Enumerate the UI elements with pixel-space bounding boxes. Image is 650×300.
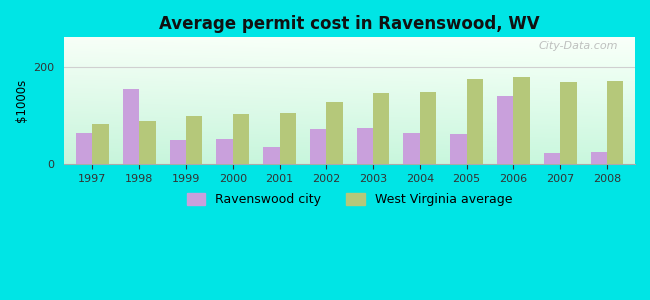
Bar <box>92 124 109 164</box>
Bar <box>216 139 233 164</box>
Bar <box>420 92 436 164</box>
Title: Average permit cost in Ravenswood, WV: Average permit cost in Ravenswood, WV <box>159 15 540 33</box>
Bar <box>123 88 139 164</box>
Bar <box>76 133 92 164</box>
Bar <box>373 94 389 164</box>
Bar <box>497 96 514 164</box>
Bar <box>186 116 202 164</box>
Bar <box>404 133 420 164</box>
Bar <box>233 114 249 164</box>
Bar <box>607 81 623 164</box>
Bar <box>263 147 280 164</box>
Bar <box>326 102 343 164</box>
Bar <box>170 140 186 164</box>
Bar <box>450 134 467 164</box>
Bar <box>280 113 296 164</box>
Bar <box>514 77 530 164</box>
Y-axis label: $1000s: $1000s <box>15 79 28 122</box>
Text: City-Data.com: City-Data.com <box>538 41 618 51</box>
Bar <box>467 79 483 164</box>
Bar <box>357 128 373 164</box>
Bar <box>139 121 155 164</box>
Bar <box>310 129 326 164</box>
Bar <box>544 154 560 164</box>
Bar <box>591 152 607 164</box>
Legend: Ravenswood city, West Virginia average: Ravenswood city, West Virginia average <box>182 188 517 211</box>
Bar <box>560 82 577 164</box>
